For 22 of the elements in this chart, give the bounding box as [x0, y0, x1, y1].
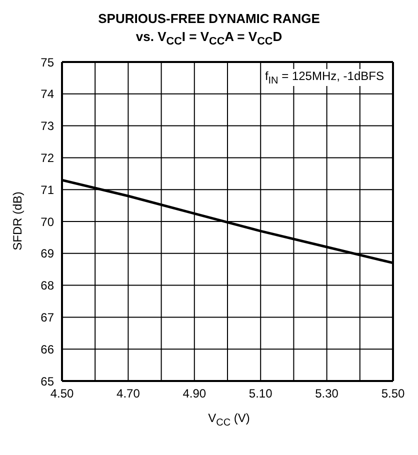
y-tick-label: 69 [40, 246, 54, 260]
text: 4.50 [50, 386, 74, 400]
y-tick-label: 68 [40, 278, 54, 292]
y-axis-title: SFDR (dB) [10, 191, 24, 250]
y-tick-label: 66 [40, 342, 54, 356]
y-tick-label: 67 [40, 310, 54, 324]
y-tick-label: 71 [40, 182, 54, 196]
y-tick-label: 72 [40, 150, 54, 165]
annotation: f$_{IN}$ = 125MHz, -1dBFS [264, 68, 384, 86]
x-tick-label: 4.70 [116, 386, 140, 400]
x-tick-label: 5.50 [381, 386, 405, 400]
chart-title: SPURIOUS-FREE DYNAMIC RANGE [98, 11, 320, 26]
x-axis-title: V$_{CC}$ (V) [208, 410, 250, 428]
y-tick-label: 73 [40, 118, 54, 133]
chart-subtitle: vs. V$_{CC}$I = V$_{CC}$A = V$_{CC}$D [136, 29, 282, 48]
y-tick-label: 65 [40, 374, 54, 388]
y-tick-label: 70 [40, 214, 54, 228]
x-tick-label: 5.10 [248, 386, 273, 400]
x-tick-label: 4.90 [182, 386, 206, 400]
y-tick-label: 74 [40, 86, 54, 101]
y-tick-label: 75 [40, 54, 54, 69]
x-tick-label: 5.30 [315, 386, 339, 400]
